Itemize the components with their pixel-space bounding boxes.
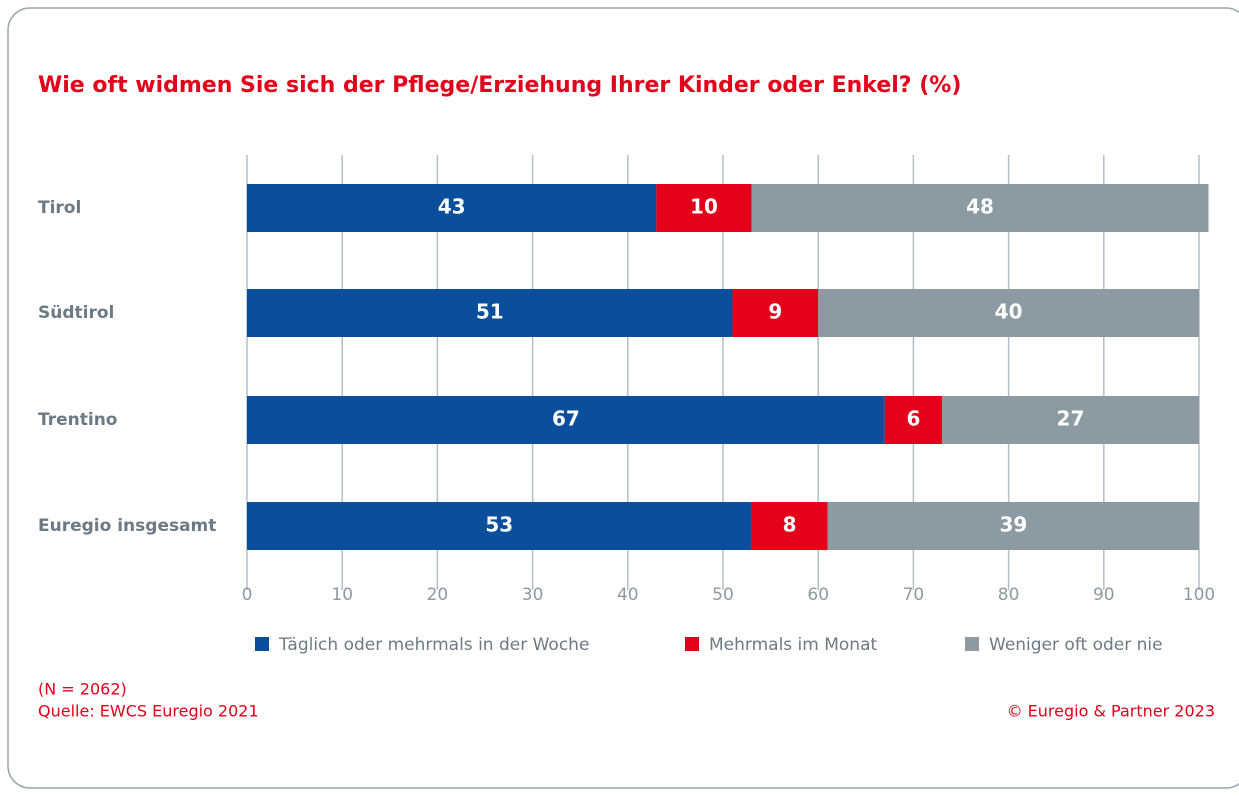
y-tick-label: Südtirol [38,303,114,323]
y-tick-label: Euregio insgesamt [38,516,216,536]
note: (N = 2062) [38,680,127,699]
legend-swatch [685,637,699,651]
bar-segment [247,502,752,550]
x-tick-label: 70 [903,585,925,605]
chart-title: Wie oft widmen Sie sich der Pflege/Erzie… [38,73,961,98]
x-tick-label: 50 [712,585,734,605]
x-tick-label: 80 [998,585,1020,605]
x-tick-label: 30 [522,585,544,605]
legend-label: Mehrmals im Monat [709,635,878,655]
value-label: 40 [995,300,1023,324]
bar-segment [247,396,885,444]
bar-segment [827,502,1199,550]
value-label: 48 [966,195,994,219]
legend-swatch [965,637,979,651]
x-tick-label: 20 [427,585,449,605]
x-tick-label: 40 [617,585,639,605]
legend-label: Täglich oder mehrmals in der Woche [278,635,589,655]
bar-segment [941,396,1199,444]
bar-segment [884,396,942,444]
value-label: 8 [783,513,797,537]
bar-segment [818,289,1199,337]
value-label: 10 [690,195,718,219]
bar-segment [656,184,752,232]
value-label: 39 [999,513,1027,537]
value-label: 67 [552,407,580,431]
y-tick-label: Tirol [38,198,81,218]
source: Quelle: EWCS Euregio 2021 [38,702,259,721]
y-tick-label: Trentino [38,410,117,430]
bar-segment [247,289,733,337]
bar-segment [751,184,1209,232]
bar-segment [732,289,819,337]
bar-segment [751,502,828,550]
bar-segment [247,184,657,232]
copyright: © Euregio & Partner 2023 [1007,702,1215,721]
legend-label: Weniger oft oder nie [989,635,1163,655]
x-tick-label: 60 [807,585,829,605]
value-label: 27 [1057,407,1085,431]
value-label: 43 [438,195,466,219]
x-tick-label: 10 [331,585,353,605]
x-tick-label: 0 [242,585,253,605]
legend-swatch [255,637,269,651]
value-label: 51 [476,300,504,324]
value-label: 6 [906,407,920,431]
x-tick-label: 100 [1183,585,1215,605]
value-label: 9 [768,300,782,324]
x-tick-label: 90 [1093,585,1115,605]
value-label: 53 [485,513,513,537]
